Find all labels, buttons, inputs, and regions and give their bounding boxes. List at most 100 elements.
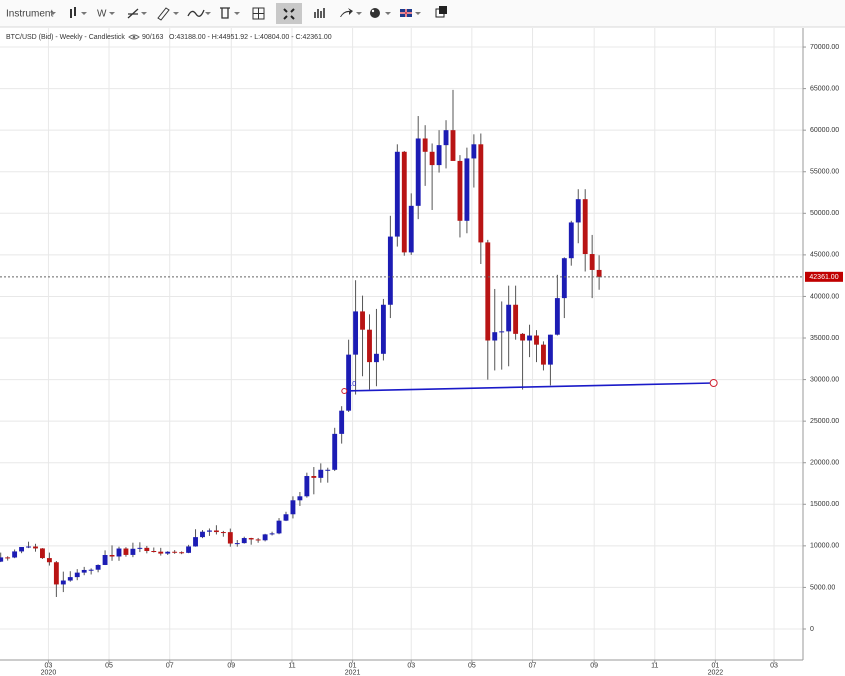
dropdown-arrow bbox=[205, 12, 211, 15]
y-tick-label: 20000.00 bbox=[810, 460, 839, 467]
candle-body bbox=[116, 548, 122, 557]
visibility-icon[interactable] bbox=[128, 34, 140, 40]
trade-button[interactable] bbox=[340, 8, 362, 17]
candle-body bbox=[408, 205, 414, 253]
y-tick-label: 70000.00 bbox=[810, 44, 839, 51]
dropdown-arrow bbox=[141, 12, 147, 15]
candle-body bbox=[276, 520, 282, 534]
candle-body bbox=[60, 580, 66, 585]
icon bbox=[340, 8, 353, 17]
candle-body bbox=[46, 558, 52, 563]
candle-body bbox=[200, 531, 205, 538]
candle-body bbox=[74, 572, 80, 578]
instrument-label[interactable]: Instrument bbox=[6, 9, 53, 20]
x-tick-label: 01 bbox=[711, 662, 719, 669]
popout-button[interactable] bbox=[435, 6, 447, 18]
y-tick-label: 45000.00 bbox=[810, 252, 839, 259]
icon bbox=[157, 7, 170, 21]
candle-body bbox=[318, 469, 324, 478]
color-button[interactable] bbox=[370, 8, 391, 18]
candle-body bbox=[283, 514, 289, 521]
x-tick-label: 09 bbox=[227, 662, 235, 669]
candle-body bbox=[443, 130, 449, 146]
candle-body bbox=[596, 269, 602, 277]
candle-body bbox=[534, 335, 539, 345]
dropdown-arrow bbox=[173, 12, 179, 15]
dropdown-arrow bbox=[385, 12, 391, 15]
candle-body bbox=[255, 539, 261, 541]
y-tick-label: 25000.00 bbox=[810, 418, 839, 425]
x-year-label: 2022 bbox=[708, 669, 724, 676]
candle-body bbox=[193, 537, 198, 547]
period-label[interactable]: W bbox=[97, 9, 107, 20]
period-menu[interactable]: W bbox=[97, 9, 115, 20]
chart-header: BTC/USD (Bid) - Weekly - Candlestick 90/… bbox=[6, 34, 332, 41]
candle-body bbox=[471, 144, 477, 159]
icon bbox=[439, 6, 447, 14]
icon bbox=[70, 9, 72, 18]
y-tick-label: 65000.00 bbox=[810, 85, 839, 92]
y-tick-label: 15000.00 bbox=[810, 501, 839, 508]
icon bbox=[253, 8, 264, 19]
candle-body bbox=[19, 547, 25, 552]
toolbar: Instrument W bbox=[0, 0, 845, 28]
candle-body bbox=[387, 236, 393, 305]
candle-body bbox=[429, 151, 435, 166]
candle-body bbox=[506, 304, 512, 332]
candle-type-button[interactable] bbox=[70, 7, 87, 18]
candle-body bbox=[374, 353, 379, 363]
line-tool-button[interactable] bbox=[127, 8, 147, 19]
candle-body bbox=[33, 546, 38, 549]
y-tick-label: 60000.00 bbox=[810, 127, 839, 134]
fullscreen-button[interactable] bbox=[276, 3, 302, 24]
candle-body bbox=[311, 476, 317, 478]
dropdown-arrow bbox=[356, 12, 362, 15]
template-button[interactable] bbox=[220, 7, 240, 19]
icon bbox=[314, 8, 325, 18]
candle-body bbox=[485, 242, 491, 341]
candle-body bbox=[360, 311, 365, 330]
candle-body bbox=[40, 548, 45, 559]
icon bbox=[370, 8, 380, 18]
candle-body bbox=[123, 548, 129, 555]
y-tick-label: 55000.00 bbox=[810, 169, 839, 176]
x-tick-label: 03 bbox=[770, 662, 778, 669]
candle-body bbox=[26, 546, 31, 548]
y-tick-label: 50000.00 bbox=[810, 210, 839, 217]
trendline-handle bbox=[709, 378, 718, 387]
candle-body bbox=[353, 311, 359, 355]
candle-body bbox=[325, 469, 331, 471]
y-tick-label: 10000.00 bbox=[810, 543, 839, 550]
draw-tool-button[interactable] bbox=[157, 7, 179, 21]
icon bbox=[187, 9, 205, 17]
candle-body bbox=[478, 144, 484, 243]
chart-title: BTC/USD (Bid) - Weekly - Candlestick bbox=[6, 34, 125, 41]
icon bbox=[127, 8, 139, 19]
candle-body bbox=[380, 304, 386, 354]
candle-body bbox=[575, 199, 581, 223]
candle-body bbox=[492, 332, 498, 341]
candle-body bbox=[5, 557, 11, 559]
trendline-label: L0 bbox=[348, 381, 356, 388]
candle-body bbox=[144, 547, 150, 552]
last-price-label: 42361.00 bbox=[809, 274, 838, 281]
volume-button[interactable] bbox=[314, 8, 325, 18]
layout-button[interactable] bbox=[252, 7, 265, 20]
x-year-label: 2021 bbox=[345, 669, 361, 676]
y-tick-label: 5000.00 bbox=[810, 584, 835, 591]
candle-body bbox=[332, 433, 338, 470]
candle-body bbox=[499, 331, 505, 333]
indicator-button[interactable] bbox=[187, 9, 211, 17]
dropdown-arrow bbox=[50, 12, 56, 15]
instrument-menu[interactable]: Instrument bbox=[6, 9, 56, 20]
candle-body bbox=[297, 496, 303, 501]
language-button[interactable] bbox=[400, 9, 421, 17]
candle-body bbox=[234, 543, 240, 545]
x-tick-label: 03 bbox=[45, 662, 53, 669]
price-axis-background bbox=[803, 28, 845, 676]
candle-body bbox=[227, 532, 233, 544]
x-tick-label: 09 bbox=[590, 662, 598, 669]
y-tick-label: 30000.00 bbox=[810, 376, 839, 383]
candle-body bbox=[367, 329, 372, 363]
candle-body bbox=[547, 334, 553, 365]
